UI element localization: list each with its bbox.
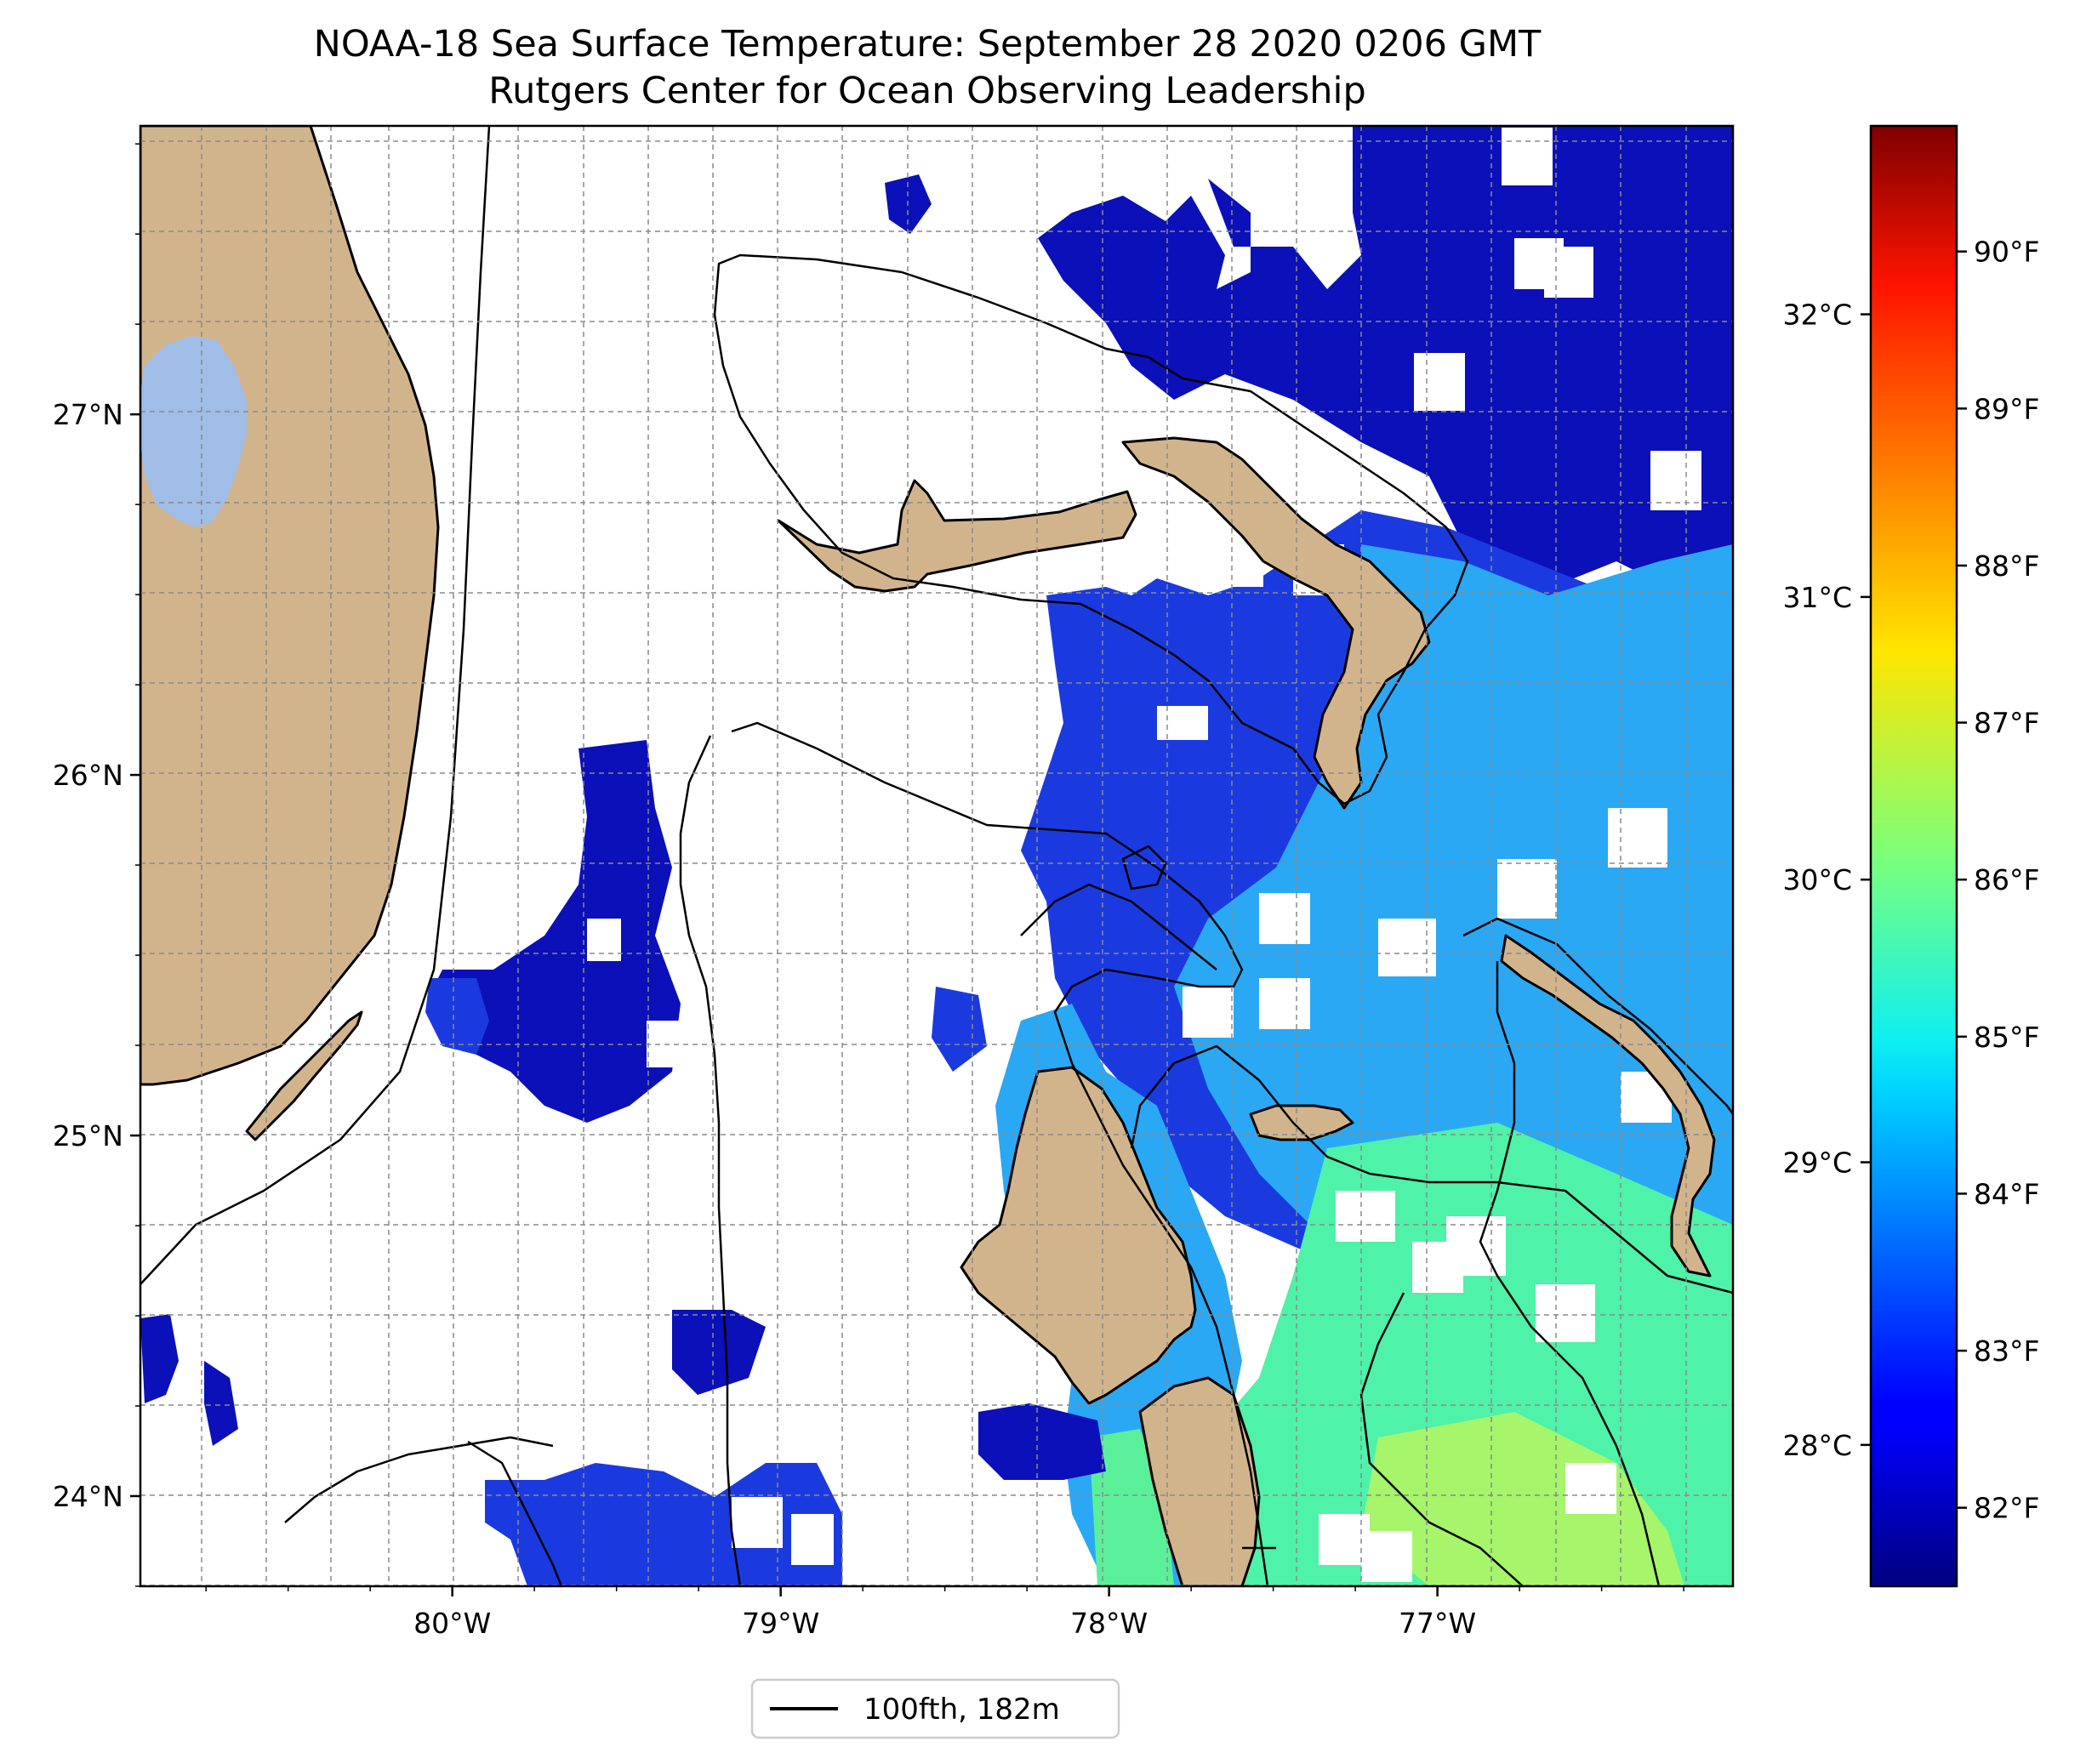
sst-patch-cyan-band (1174, 544, 1733, 1276)
lon-tick-label: 79°W (742, 1607, 819, 1640)
new-providence (1249, 1104, 1354, 1141)
cbar-c-tick-label: 32°C (1782, 299, 1852, 332)
lon-tick-label: 78°W (1070, 1607, 1148, 1640)
longitude-axis: 80°W 79°W 78°W 77°W (413, 1586, 1476, 1640)
cbar-f-tick-label: 88°F (1974, 549, 2039, 583)
cbar-f-tick-label: 86°F (1974, 863, 2039, 896)
lat-tick-label: 27°N (53, 398, 123, 431)
cbar-c-tick-label: 29°C (1782, 1147, 1852, 1180)
map-frame (139, 124, 1735, 1588)
chart-title-line2: Rutgers Center for Ocean Observing Leade… (488, 70, 1366, 112)
chart-title-line1: NOAA-18 Sea Surface Temperature: Septemb… (314, 23, 1542, 65)
andros-island (960, 1066, 1197, 1405)
cbar-f-tick-label: 83°F (1974, 1334, 2039, 1368)
cbar-c-tick-label: 31°C (1782, 581, 1852, 614)
minor-ticks (135, 143, 1684, 1591)
legend: 100fth, 182m (750, 1678, 1120, 1739)
cbar-f-tick-label: 87°F (1974, 707, 2039, 740)
exuma-land (1138, 1376, 1261, 1586)
lat-tick-label: 25°N (53, 1119, 123, 1152)
colorbar: 28°C 29°C 30°C 31°C 32°C 82°F 83°F 84°F 85°F 86°… (1782, 124, 2039, 1588)
legend-box (750, 1678, 1120, 1739)
map-panel (140, 126, 1733, 1586)
isobath-100fth (140, 126, 1733, 1586)
legend-label: 100fth, 182m (863, 1693, 1060, 1727)
colorbar-gradient (1869, 124, 1958, 1588)
lon-tick-label: 80°W (413, 1607, 491, 1640)
sst-patch-south-mid (978, 1403, 1106, 1480)
sst-patch-west-cluster-2 (425, 978, 489, 1055)
eleuthera (1500, 934, 1716, 1277)
cbar-f-tick-label: 85°F (1974, 1021, 2039, 1054)
sst-patch-yellow-south (1361, 1412, 1684, 1586)
cloud-mask (587, 128, 1701, 1582)
florida-keys (245, 1010, 363, 1141)
cbar-f-tick-label: 89°F (1974, 392, 2039, 425)
cbar-c-tick-label: 30°C (1782, 863, 1852, 896)
cbar-c-tick-label: 28°C (1782, 1429, 1852, 1462)
grand-bahama (777, 479, 1137, 593)
sst-patch-cay-sal (204, 1361, 238, 1446)
cbar-f-tick-label: 82°F (1974, 1492, 2039, 1525)
lake-okeechobee (140, 336, 247, 527)
sst-patch-florida-straits (140, 1314, 179, 1403)
latitude-axis: 27°N 26°N 25°N 24°N (53, 398, 140, 1513)
lon-tick-label: 77°W (1399, 1607, 1476, 1640)
sst-patch-west-cluster-1 (434, 740, 681, 1123)
lat-tick-label: 26°N (53, 759, 123, 792)
colorbar-celsius-axis: 28°C 29°C 30°C 31°C 32°C (1782, 299, 1871, 1462)
cbar-f-tick-label: 84°F (1974, 1177, 2039, 1210)
sst-patch-mid-small (672, 1310, 766, 1395)
lat-tick-label: 24°N (53, 1480, 123, 1513)
sst-patch-keys-south (485, 1463, 842, 1586)
graticule (140, 126, 1733, 1586)
colorbar-fahrenheit-axis: 82°F 83°F 84°F 85°F 86°F 87°F 88°F 89°F 90°F (1957, 236, 2039, 1525)
cbar-f-tick-label: 90°F (1974, 236, 2039, 269)
